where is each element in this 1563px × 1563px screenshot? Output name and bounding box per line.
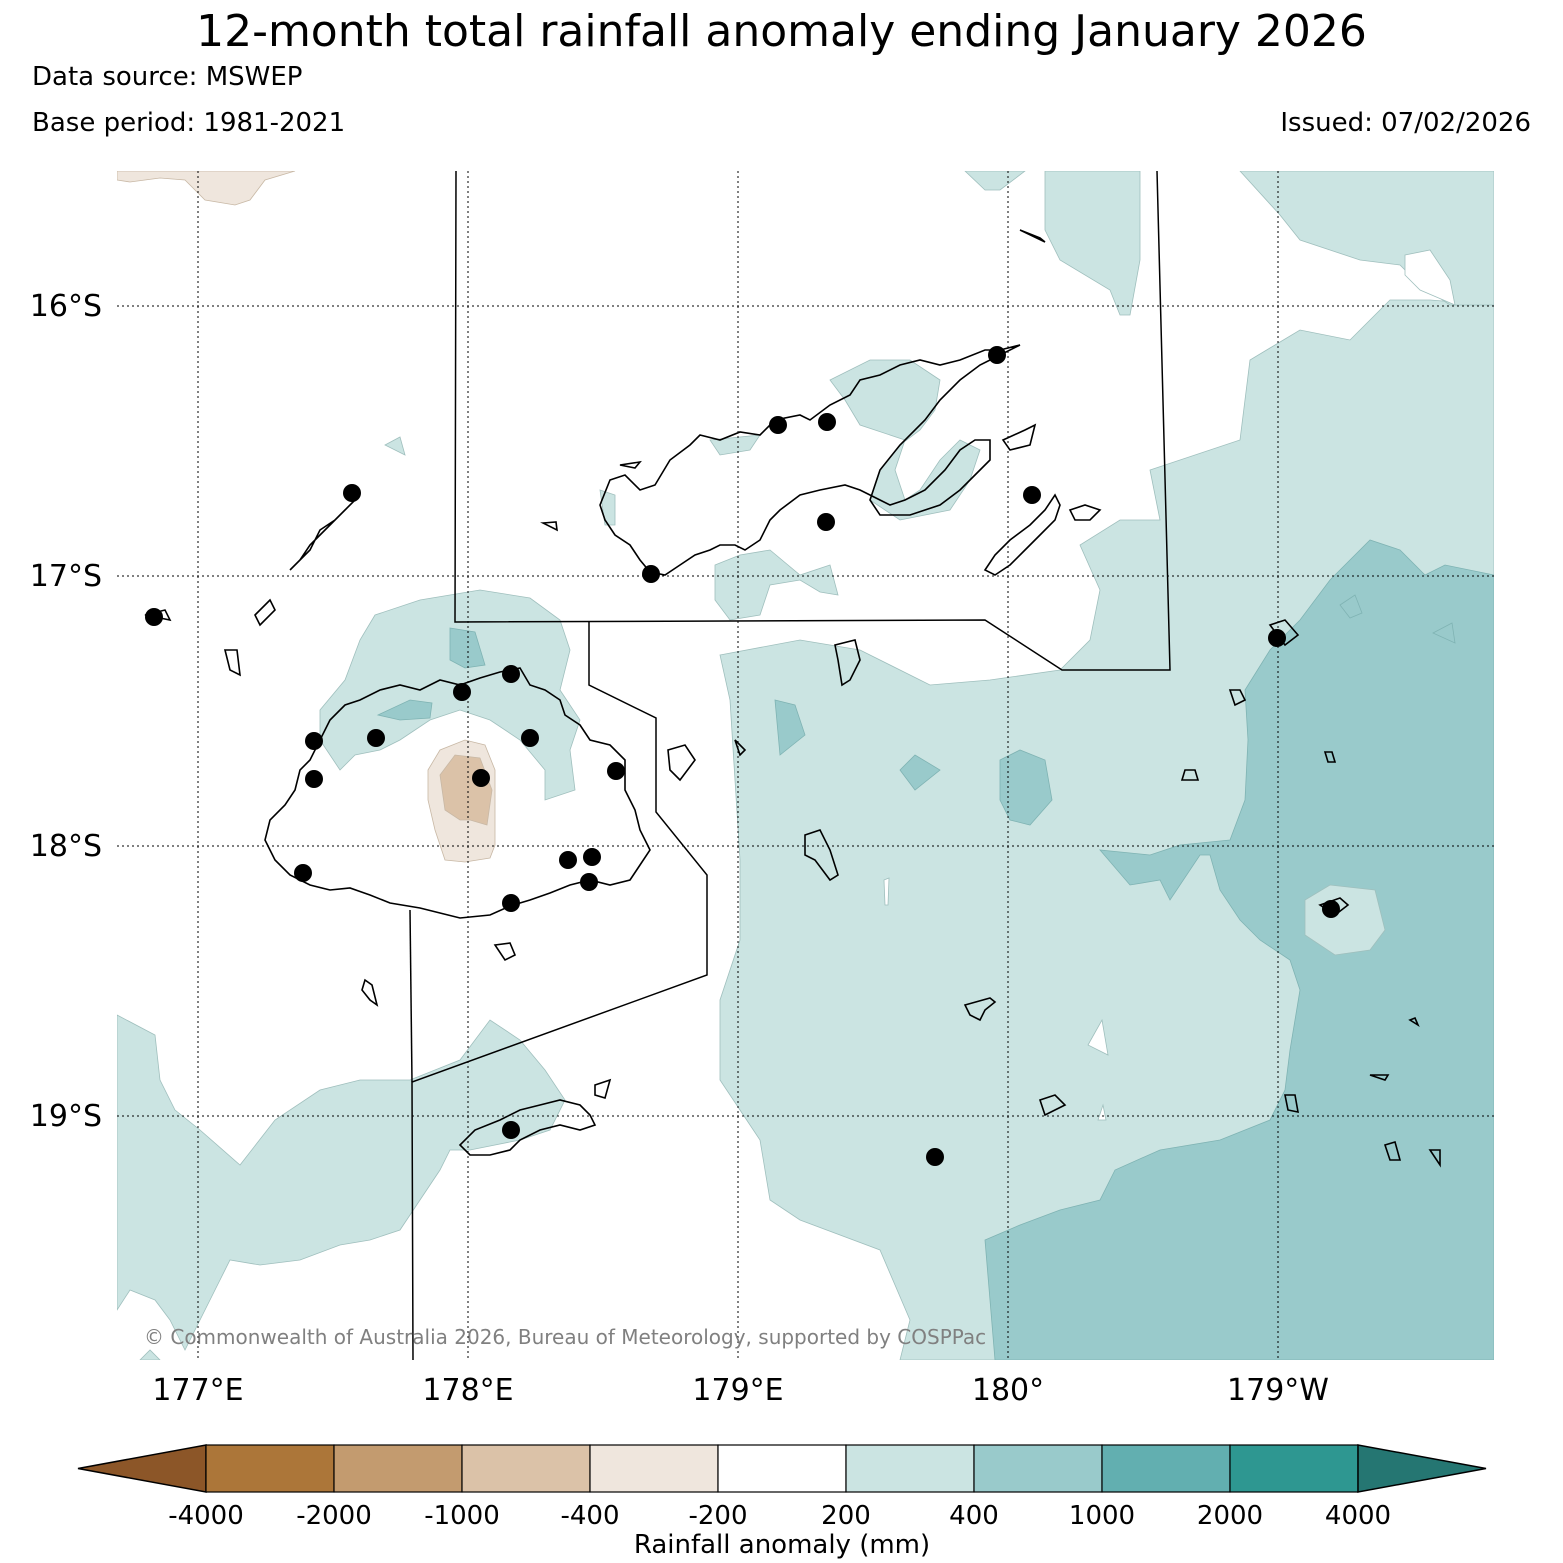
station-marker	[818, 413, 836, 431]
graticule	[117, 171, 1494, 1360]
station-marker	[988, 346, 1006, 364]
station-marker	[1023, 486, 1041, 504]
anomaly-region-far-east	[984, 539, 1494, 1360]
station-marker	[502, 894, 520, 912]
colorbar-segment	[333, 1444, 463, 1493]
map-title: 12-month total rainfall anomaly ending J…	[196, 6, 1367, 57]
station-marker	[145, 608, 163, 626]
station-marker	[305, 770, 323, 788]
anomaly-region-central	[714, 549, 839, 621]
lat-tick-label: 18°S	[30, 829, 102, 864]
station-marker	[817, 513, 835, 531]
longitude-ticks: 177°E 178°E 179°E 180° 179°W	[152, 1373, 1329, 1408]
island-kadavu	[458, 1099, 597, 1156]
colorbar-segment	[845, 1444, 975, 1493]
station-marker	[294, 864, 312, 882]
colorbar-segment	[717, 1444, 847, 1493]
lon-tick-label: 178°E	[422, 1373, 513, 1408]
colorbar-tick-label: 2000	[1197, 1501, 1263, 1531]
colorbar-segment	[1229, 1444, 1359, 1493]
lon-tick-label: 179°W	[1227, 1373, 1329, 1408]
lon-tick-label: 177°E	[152, 1373, 243, 1408]
island-taveuni	[983, 493, 1061, 576]
island-vanua-levu	[599, 344, 1021, 576]
colorbar-tick-label: -1000	[424, 1501, 500, 1531]
copyright-notice: © Commonwealth of Australia 2026, Bureau…	[144, 1325, 986, 1349]
colorbar-tick-label: -400	[560, 1501, 619, 1531]
colorbar-label: Rainfall anomaly (mm)	[634, 1530, 930, 1560]
anomaly-field: © Commonwealth of Australia 2026, Bureau…	[117, 171, 1494, 1360]
colorbar-segment	[461, 1444, 591, 1493]
coastlines	[144, 229, 1441, 1168]
colorbar-tick-label: 1000	[1069, 1501, 1135, 1531]
anomaly-region-southwest	[117, 1014, 566, 1351]
station-marker	[502, 665, 520, 683]
station-marker	[642, 565, 660, 583]
colorbar-tick-label: -200	[688, 1501, 747, 1531]
station-marker	[1322, 900, 1340, 918]
anomaly-region-viti-levu	[319, 589, 581, 801]
station-marker	[607, 762, 625, 780]
colorbar-tick-label: 400	[949, 1501, 999, 1531]
colorbar-segment	[973, 1444, 1103, 1493]
lat-tick-label: 16°S	[30, 289, 102, 324]
station-marker	[367, 729, 385, 747]
station-marker	[926, 1148, 944, 1166]
station-marker	[580, 873, 598, 891]
lat-tick-label: 19°S	[30, 1099, 102, 1134]
division-boundaries	[409, 171, 1171, 1360]
colorbar-tick-label: 4000	[1325, 1501, 1391, 1531]
station-marker	[559, 851, 577, 869]
station-marker	[521, 729, 539, 747]
colorbar-tick-label: 200	[821, 1501, 871, 1531]
colorbar-segment	[589, 1444, 719, 1493]
issued-date-label: Issued: 07/02/2026	[1280, 108, 1531, 138]
colorbar-segment	[1101, 1444, 1231, 1493]
station-marker	[453, 683, 471, 701]
colorbar-extend-high	[1357, 1444, 1487, 1493]
station-marker	[343, 484, 361, 502]
colorbar-extend-low	[77, 1444, 207, 1493]
lon-tick-label: 179°E	[692, 1373, 783, 1408]
lat-tick-label: 17°S	[30, 559, 102, 594]
colorbar-segment	[205, 1444, 335, 1493]
station-marker	[583, 848, 601, 866]
station-marker	[1268, 629, 1286, 647]
station-marker	[502, 1121, 520, 1139]
colorbar-tick-label: -4000	[168, 1501, 244, 1531]
data-source-label: Data source: MSWEP	[32, 62, 303, 92]
station-marker	[472, 769, 490, 787]
lon-tick-label: 180°	[972, 1373, 1044, 1408]
anomaly-region-dry-north	[117, 171, 296, 206]
colorbar-ticks: -4000 -2000 -1000 -400 -200 200 400 1000 2000 400…	[168, 1501, 1391, 1531]
colorbar-tick-label: -2000	[296, 1501, 372, 1531]
station-marker	[305, 732, 323, 750]
station-marker	[769, 416, 787, 434]
base-period-label: Base period: 1981-2021	[32, 108, 346, 138]
colorbar	[77, 1444, 1487, 1493]
latitude-ticks: 16°S 17°S 18°S 19°S	[30, 289, 102, 1134]
stations	[145, 346, 1340, 1166]
anomaly-region-north	[1044, 171, 1141, 316]
